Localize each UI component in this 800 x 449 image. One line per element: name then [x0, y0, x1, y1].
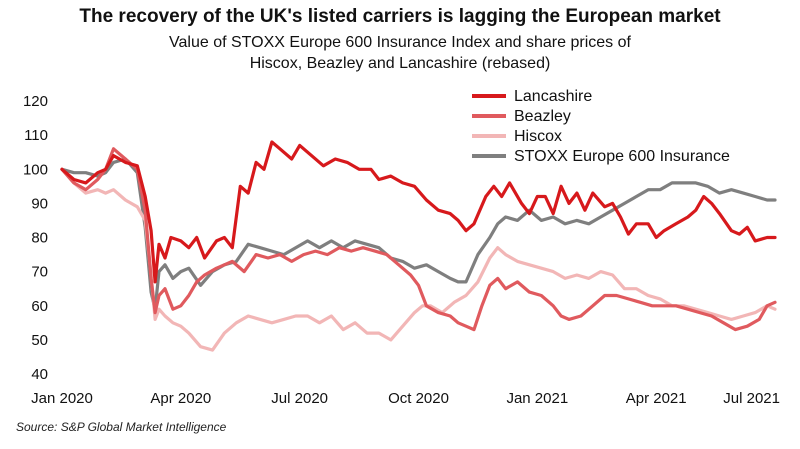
chart-title: The recovery of the UK's listed carriers… [79, 6, 721, 27]
series-line-lancashire [60, 140, 777, 284]
x-tick-label: Apr 2020 [150, 390, 211, 407]
y-tick-label: 120 [23, 93, 48, 110]
x-axis: Jan 2020 Apr 2020 Jul 2020 Oct 2020 Jan 2021… [31, 390, 780, 407]
y-tick-label: 40 [31, 366, 48, 383]
x-tick-label: Apr 2021 [626, 390, 687, 407]
series-line-beazley [60, 147, 777, 332]
x-tick-label: Jan 2021 [506, 390, 568, 407]
x-tick-label: Jan 2020 [31, 390, 93, 407]
y-tick-label: 80 [31, 230, 48, 247]
y-tick-label: 110 [24, 127, 48, 144]
y-tick-label: 70 [31, 264, 48, 281]
series-lines [60, 140, 777, 352]
legend-label-hiscox: Hiscox [514, 128, 562, 145]
chart-subtitle-line2: Hiscox, Beazley and Lancashire (rebased) [249, 55, 551, 72]
series-line-hiscox [60, 167, 777, 352]
legend-label-stoxx-europe-600-insurance: STOXX Europe 600 Insurance [514, 148, 730, 165]
x-tick-label: Oct 2020 [388, 390, 449, 407]
legend: Lancashire Beazley Hiscox STOXX Europe 600 … [472, 88, 730, 165]
series-line-stoxx-europe-600-insurance [60, 157, 777, 311]
y-tick-label: 60 [31, 298, 48, 315]
legend-label-beazley: Beazley [514, 108, 571, 125]
y-tick-label: 90 [31, 195, 48, 212]
x-tick-label: Jul 2020 [271, 390, 328, 407]
y-axis: 40 50 60 70 80 90 100 110 120 [23, 93, 48, 383]
legend-label-lancashire: Lancashire [514, 88, 592, 105]
y-tick-label: 100 [23, 161, 48, 178]
chart-subtitle-line1: Value of STOXX Europe 600 Insurance Inde… [169, 34, 631, 51]
source-note: Source: S&P Global Market Intelligence [16, 420, 227, 434]
y-tick-label: 50 [31, 332, 48, 349]
x-tick-label: Jul 2021 [723, 390, 780, 407]
